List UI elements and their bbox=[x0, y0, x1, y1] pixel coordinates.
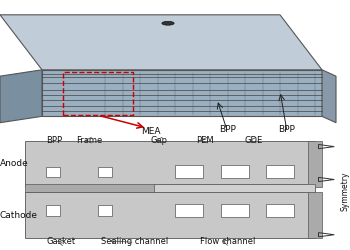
Bar bbox=[25, 192, 315, 238]
Text: MEA: MEA bbox=[141, 127, 160, 136]
Text: Sealing channel: Sealing channel bbox=[101, 238, 168, 246]
Bar bbox=[25, 141, 315, 186]
Bar bbox=[266, 166, 294, 178]
Bar bbox=[266, 204, 294, 217]
Text: BPP: BPP bbox=[46, 136, 62, 145]
Text: Flow channel: Flow channel bbox=[200, 238, 255, 246]
Polygon shape bbox=[42, 70, 322, 116]
Bar bbox=[98, 205, 112, 216]
Bar bbox=[220, 204, 248, 217]
Text: Gap: Gap bbox=[151, 136, 168, 145]
Bar bbox=[308, 141, 322, 186]
Bar bbox=[220, 166, 248, 178]
Text: GDE: GDE bbox=[245, 136, 263, 145]
Polygon shape bbox=[0, 15, 322, 70]
Text: Gasket: Gasket bbox=[47, 238, 76, 246]
Text: Symmetry: Symmetry bbox=[340, 172, 349, 211]
Bar bbox=[46, 205, 60, 216]
Text: BPP: BPP bbox=[219, 124, 236, 134]
Polygon shape bbox=[322, 70, 336, 123]
Bar bbox=[98, 166, 112, 177]
Text: Anode: Anode bbox=[0, 159, 29, 168]
Text: BPP: BPP bbox=[279, 124, 295, 134]
Text: Cathode: Cathode bbox=[0, 211, 38, 220]
Bar bbox=[154, 184, 315, 192]
Bar bbox=[175, 166, 203, 178]
Bar bbox=[25, 184, 315, 192]
Ellipse shape bbox=[162, 21, 174, 25]
Polygon shape bbox=[0, 70, 42, 123]
Bar bbox=[46, 166, 60, 177]
Bar bbox=[175, 204, 203, 217]
Bar bbox=[308, 192, 322, 238]
Text: Frame: Frame bbox=[76, 136, 102, 145]
Text: PEM: PEM bbox=[196, 136, 214, 145]
